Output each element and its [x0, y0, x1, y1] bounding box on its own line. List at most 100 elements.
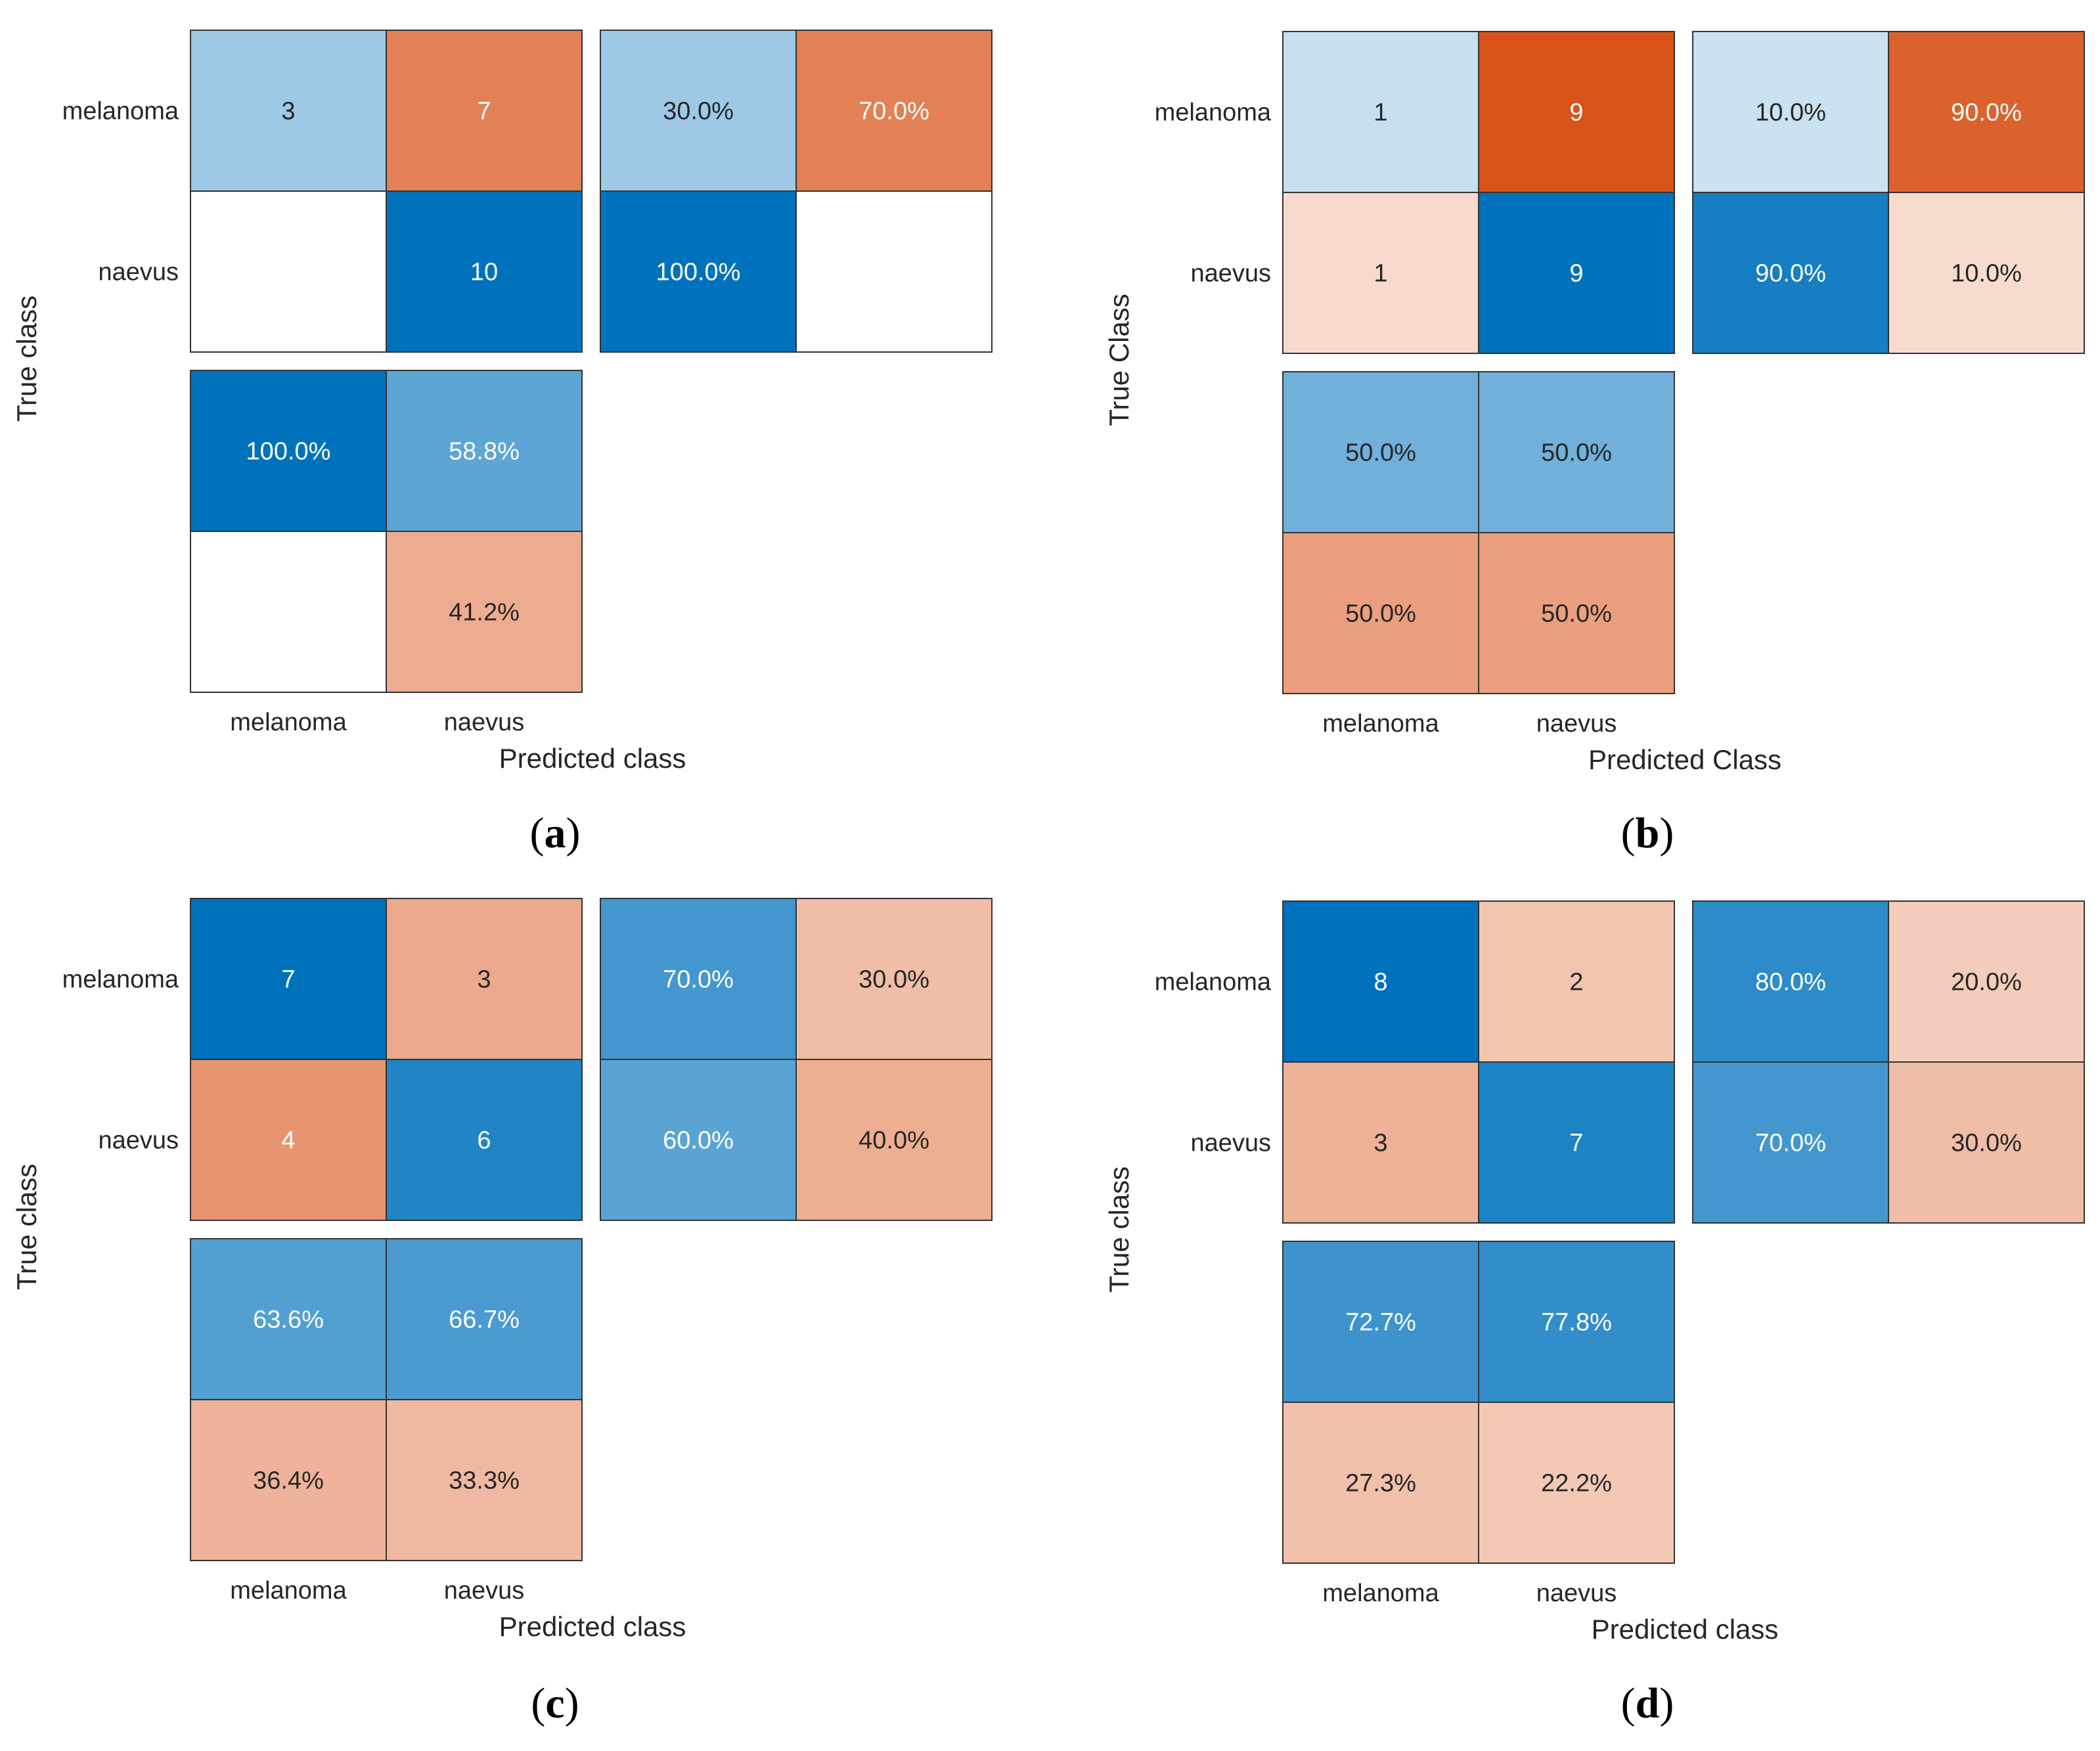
col-summary-r1-c1-label: 33.3% — [449, 1467, 520, 1495]
confusion-matrix-panel-b: 1 9 1 9 10.0% 90.0% 90.0% 10.0% 50.0% 50.0% 50.0% 5… — [1104, 31, 2085, 857]
col-summary-r0-c1-label: 66.7% — [449, 1306, 520, 1334]
count-r1-c0-label: 4 — [281, 1127, 295, 1155]
count-r0-c0-label: 7 — [281, 966, 295, 994]
row-summary-r1-c1-cell — [795, 190, 993, 353]
x-tick-label: naevus — [444, 709, 525, 736]
count-r0-c1-label: 7 — [477, 98, 491, 125]
col-summary-r1-c1-label: 50.0% — [1541, 600, 1612, 628]
count-r1-c1-cell — [1478, 192, 1675, 354]
col-summary-r1-c1-label: 22.2% — [1541, 1470, 1612, 1497]
col-summary-r0-c1-cell — [1478, 1241, 1675, 1403]
row-summary-r0-c0-label: 80.0% — [1755, 969, 1826, 996]
panel-caption-letter: c — [545, 1679, 564, 1727]
y-axis-label: True class — [11, 1164, 42, 1290]
col-summary-r1-c0-cell — [1282, 532, 1479, 694]
y-tick-label: naevus — [1190, 260, 1271, 288]
x-axis-label: Predicted class — [499, 743, 686, 774]
count-r1-c1-cell — [386, 190, 583, 353]
x-tick-label: naevus — [444, 1577, 525, 1605]
col-summary-r1-c0-label: 27.3% — [1345, 1470, 1416, 1497]
row-summary-r1-c0-cell — [600, 190, 797, 353]
row-summary-r1-c0-label: 100.0% — [656, 259, 741, 286]
x-axis-label: Predicted class — [1592, 1614, 1779, 1645]
count-r0-c1-cell — [386, 30, 583, 192]
row-summary-r1-c1-cell — [1888, 1061, 2085, 1224]
count-r0-c1-cell — [1478, 31, 1675, 193]
col-summary-r1-c0-label: 36.4% — [253, 1467, 324, 1495]
y-tick-label: melanoma — [62, 98, 179, 125]
count-r1-c1-cell — [1478, 1061, 1675, 1224]
y-tick-label: melanoma — [1155, 969, 1272, 996]
col-summary-r1-c1-cell — [1478, 1402, 1675, 1564]
row-summary-r1-c0-cell — [600, 1059, 797, 1221]
row-summary-r1-c0-label: 90.0% — [1755, 260, 1826, 288]
col-summary-r1-c0-label: 50.0% — [1345, 600, 1416, 628]
count-r0-c0-label: 3 — [281, 98, 295, 125]
row-summary-r0-c1-cell — [795, 30, 993, 192]
col-summary-r0-c1-cell — [1478, 371, 1675, 533]
count-r0-c1-label: 9 — [1569, 99, 1583, 127]
col-summary-r0-c1-label: 77.8% — [1541, 1309, 1612, 1337]
col-summary-r0-c0-label: 50.0% — [1345, 439, 1416, 467]
panel-caption-letter: a — [545, 809, 566, 857]
count-r1-c1-label: 7 — [1569, 1130, 1583, 1157]
x-tick-label: melanoma — [230, 709, 347, 736]
count-r0-c0-cell — [1282, 31, 1479, 193]
row-summary-r1-c0-cell — [1692, 1061, 1889, 1224]
row-summary-r0-c0-cell — [1692, 31, 1889, 193]
y-tick-label: melanoma — [62, 966, 179, 994]
x-tick-label: melanoma — [1322, 710, 1439, 738]
row-summary-r1-c0-label: 60.0% — [663, 1127, 734, 1155]
confusion-matrix-panel-c: 7 3 4 6 70.0% 30.0% 60.0% 40.0% 63.6% 66.7% 36.4% 3… — [11, 898, 993, 1727]
row-summary-r1-c0-label: 70.0% — [1755, 1130, 1826, 1157]
y-tick-label: melanoma — [1155, 99, 1272, 127]
x-axis-label: Predicted class — [499, 1611, 686, 1642]
row-summary-r1-c1-label: 30.0% — [1951, 1130, 2022, 1157]
col-summary-r1-c1-cell — [1478, 532, 1675, 694]
confusion-matrix-panel-a: 3 7 10 30.0% 70.0% 100.0% 100.0% 58.8% 41.2% mela… — [11, 30, 993, 857]
row-summary-r0-c0-cell — [1692, 900, 1889, 1063]
row-summary-r0-c1-label: 70.0% — [859, 98, 929, 125]
row-summary-r0-c1-label: 30.0% — [859, 966, 929, 994]
x-tick-label: naevus — [1536, 710, 1617, 738]
count-r1-c1-cell — [386, 1059, 583, 1221]
row-summary-r1-c1-cell — [1888, 192, 2085, 354]
y-axis-label: True class — [11, 296, 42, 422]
col-summary-r0-c0-label: 63.6% — [253, 1306, 324, 1334]
count-r1-c1-label: 9 — [1569, 260, 1583, 288]
row-summary-r0-c1-label: 90.0% — [1951, 99, 2022, 127]
panel-caption: (d) — [1621, 1679, 1674, 1727]
count-r0-c0-cell — [190, 30, 387, 192]
col-summary-r0-c0-label: 72.7% — [1345, 1309, 1416, 1337]
col-summary-r0-c0-cell — [1282, 1241, 1479, 1403]
panel-caption: (b) — [1621, 809, 1674, 857]
y-axis-label: True Class — [1104, 294, 1134, 426]
col-summary-r1-c1-cell — [386, 531, 583, 693]
col-summary-r1-c1-cell — [386, 1399, 583, 1561]
count-r0-c1-label: 2 — [1569, 969, 1583, 996]
panel-caption: (c) — [531, 1679, 579, 1727]
confusion-matrix-panel-d: 8 2 3 7 80.0% 20.0% 70.0% 30.0% 72.7% 77.8% 27.3% 2… — [1104, 900, 2085, 1727]
col-summary-r0-c1-cell — [386, 370, 583, 532]
y-tick-label: naevus — [98, 259, 179, 286]
count-r1-c0-cell — [1282, 1061, 1479, 1224]
count-r0-c0-label: 8 — [1374, 969, 1387, 996]
y-tick-label: naevus — [1190, 1130, 1271, 1157]
count-r1-c0-label: 3 — [1374, 1130, 1387, 1157]
count-r1-c1-label: 10 — [470, 259, 498, 286]
x-tick-label: melanoma — [1322, 1580, 1439, 1607]
col-summary-r0-c1-cell — [386, 1238, 583, 1400]
count-r1-c0-cell — [190, 190, 387, 353]
count-r0-c0-label: 1 — [1374, 99, 1387, 127]
row-summary-r0-c1-cell — [1888, 31, 2085, 193]
col-summary-r0-c0-label: 100.0% — [246, 438, 331, 466]
row-summary-r0-c1-cell — [795, 898, 993, 1060]
row-summary-r1-c1-label: 10.0% — [1951, 260, 2022, 288]
count-r1-c0-label: 1 — [1374, 260, 1387, 288]
col-summary-r0-c1-label: 58.8% — [449, 438, 520, 466]
y-axis-label: True class — [1104, 1166, 1134, 1293]
count-r0-c1-label: 3 — [477, 966, 491, 994]
panel-caption-letter: b — [1636, 809, 1660, 857]
col-summary-r0-c1-label: 50.0% — [1541, 439, 1612, 467]
